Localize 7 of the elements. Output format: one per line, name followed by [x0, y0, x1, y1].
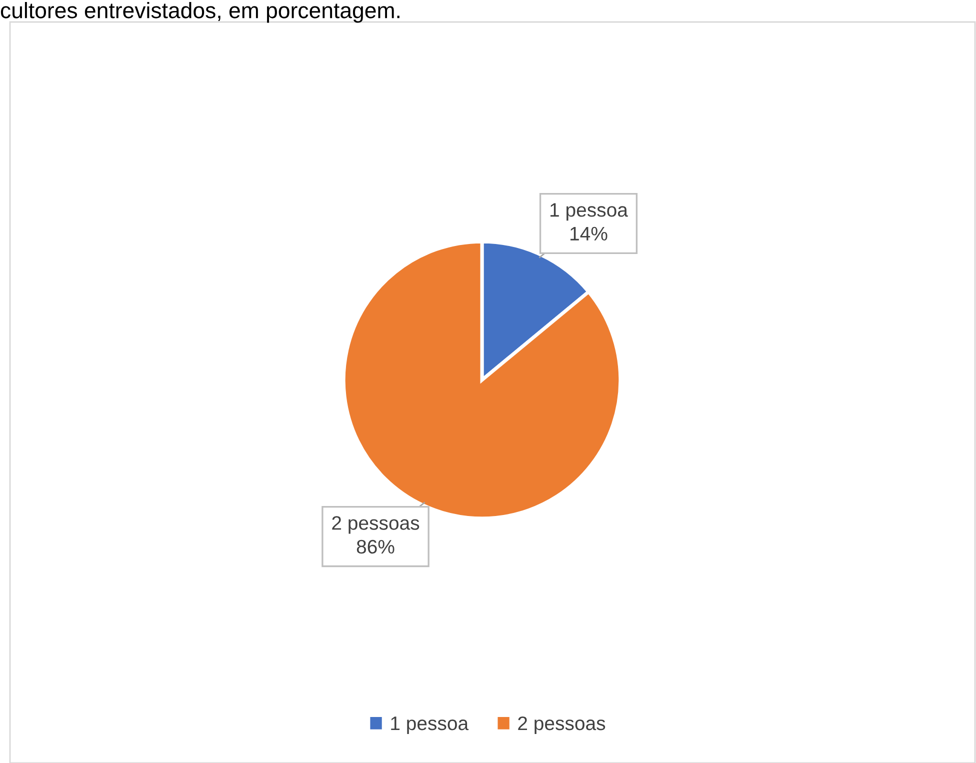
- slice-label: 2 pessoas: [332, 516, 420, 534]
- data-label: 86%: [356, 540, 394, 554]
- text: cultores entrevistados, em porcentagem.: [0, 2, 400, 23]
- legend-label: 1 pessoa: [391, 716, 469, 734]
- legend-label: 2 pessoas: [518, 716, 606, 734]
- slice-label: 1 pessoa: [550, 203, 628, 221]
- data-label: 14%: [570, 226, 608, 240]
